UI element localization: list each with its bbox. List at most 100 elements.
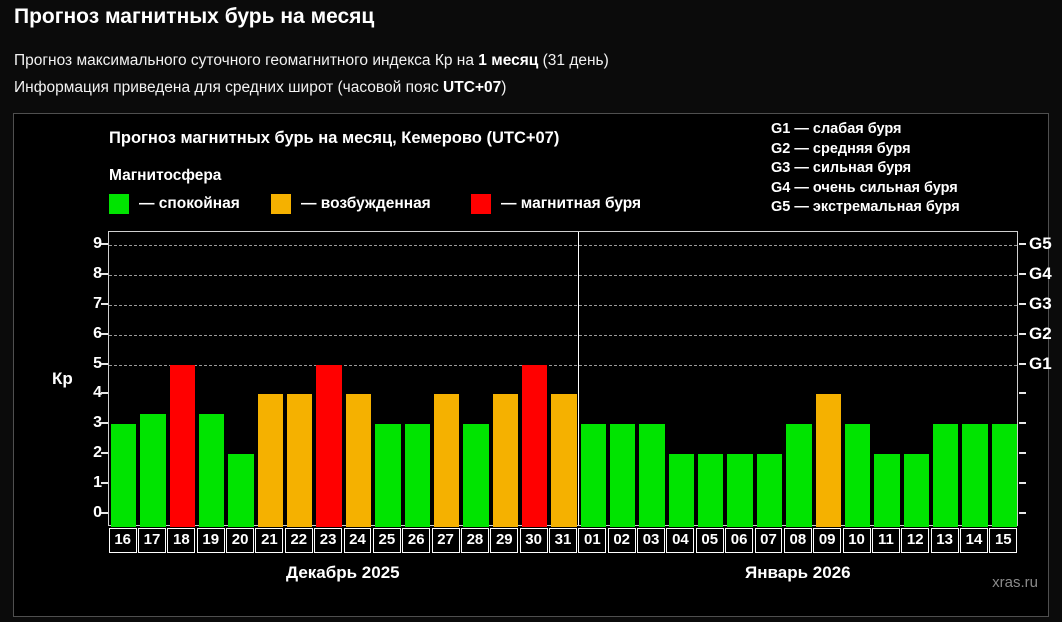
day-cell-11: 11 xyxy=(871,528,900,553)
legend-label-excited: — возбужденная xyxy=(301,195,431,212)
legend-item-quiet: — спокойная xyxy=(109,194,240,214)
day-cell-31: 31 xyxy=(549,528,577,553)
kp-bar-day-30 xyxy=(521,364,548,527)
kp-bar-day-03 xyxy=(639,424,665,527)
right-tick-mark-4 xyxy=(1019,392,1026,395)
kp-bar-day-15 xyxy=(991,424,1017,527)
day-cell-20: 20 xyxy=(226,528,255,553)
y-tick-mark-4 xyxy=(101,392,108,395)
day-cell-26: 26 xyxy=(402,528,431,553)
day-cell-24: 24 xyxy=(343,528,372,553)
day-cell-02: 02 xyxy=(607,528,636,553)
kp-bar-day-05 xyxy=(698,453,724,527)
day-cell-27: 27 xyxy=(431,528,460,553)
y-tick-mark-9 xyxy=(101,243,108,246)
day-cell-08: 08 xyxy=(783,528,812,553)
kp-bar-day-04 xyxy=(668,453,695,527)
day-cell-18: 18 xyxy=(167,528,196,553)
day-cell-21: 21 xyxy=(255,528,284,553)
kp-bar-day-20 xyxy=(228,453,254,527)
y-tick-label-7: 7 xyxy=(93,295,102,312)
day-cell-25: 25 xyxy=(372,528,401,553)
right-tick-mark-0 xyxy=(1019,511,1026,514)
y-tick-mark-1 xyxy=(101,481,108,484)
chart-title: Прогноз магнитных бурь на месяц, Кемеров… xyxy=(109,129,560,147)
legend-label-storm: — магнитная буря xyxy=(501,195,642,212)
y-tick-label-4: 4 xyxy=(93,384,102,402)
grid-line-kp-7 xyxy=(109,305,1017,306)
subtitle2-bold: UTC+07 xyxy=(443,79,502,96)
day-cell-23: 23 xyxy=(314,528,343,553)
day-cell-06: 06 xyxy=(725,528,754,553)
kp-bar-day-29 xyxy=(492,394,518,527)
day-cell-12: 12 xyxy=(901,528,930,553)
y-tick-mark-6 xyxy=(101,332,108,335)
subtitle1-suffix: (31 день) xyxy=(538,52,609,69)
plot-area xyxy=(108,231,1018,527)
kp-bar-day-21 xyxy=(257,394,284,527)
forecast-chart: Прогноз магнитных бурь на месяц, Кемеров… xyxy=(13,113,1052,617)
y-tick-label-2: 2 xyxy=(93,443,102,461)
right-tick-mark-6 xyxy=(1019,332,1026,335)
kp-bar-day-22 xyxy=(287,394,313,527)
day-cell-10: 10 xyxy=(842,528,871,553)
g-axis-label-g4: G4 xyxy=(1029,264,1052,284)
g-axis-label-g2: G2 xyxy=(1029,323,1052,343)
g-legend-line-3: G3 — сильная буря xyxy=(771,160,912,177)
y-tick-label-9: 9 xyxy=(93,235,102,253)
day-cell-15: 15 xyxy=(989,528,1018,553)
legend-label-quiet: — спокойная xyxy=(139,195,240,212)
y-tick-mark-5 xyxy=(101,362,108,365)
right-tick-mark-3 xyxy=(1019,422,1026,425)
kp-bar-day-06 xyxy=(727,453,753,527)
y-tick-label-3: 3 xyxy=(93,414,102,432)
kp-bar-day-02 xyxy=(610,424,636,527)
kp-bar-day-16 xyxy=(111,424,137,527)
day-cell-28: 28 xyxy=(460,528,489,553)
kp-bar-day-19 xyxy=(199,414,225,527)
day-cell-16: 16 xyxy=(108,528,137,553)
kp-bar-day-26 xyxy=(404,424,430,527)
storm-scale-legend: G1 — слабая буря G2 — средняя буря G3 — си… xyxy=(771,120,960,218)
month-label-december: Декабрь 2025 xyxy=(286,563,400,582)
kp-bar-day-11 xyxy=(874,453,900,527)
g-legend-line-2: G2 — средняя буря xyxy=(771,140,911,157)
g-axis-label-g5: G5 xyxy=(1029,234,1052,254)
right-tick-mark-2 xyxy=(1019,451,1026,454)
month-label-january: Январь 2026 xyxy=(745,563,851,582)
kp-bar-day-09 xyxy=(815,394,841,527)
y-axis-title: Кр xyxy=(52,368,73,388)
kp-bar-day-14 xyxy=(962,424,988,527)
day-cell-17: 17 xyxy=(138,528,166,553)
watermark: xras.ru xyxy=(992,574,1038,591)
day-cell-14: 14 xyxy=(959,528,988,553)
day-cell-01: 01 xyxy=(578,528,607,553)
kp-bar-day-23 xyxy=(316,364,342,527)
y-tick-label-1: 1 xyxy=(93,473,102,491)
page-title: Прогноз магнитных бурь на месяц xyxy=(14,5,375,28)
page-subtitle-timezone: Информация приведена для средних широт (… xyxy=(14,79,506,97)
legend-item-storm: — магнитная буря xyxy=(471,194,641,214)
day-cell-07: 07 xyxy=(754,528,783,553)
kp-bar-day-07 xyxy=(756,453,783,527)
day-cell-04: 04 xyxy=(666,528,695,553)
g-axis-label-g1: G1 xyxy=(1029,353,1052,373)
day-cell-30: 30 xyxy=(519,528,548,553)
subtitle1-bold: 1 месяц xyxy=(478,52,539,69)
kp-bar-day-17 xyxy=(140,414,166,527)
month-separator-line xyxy=(577,232,580,525)
subtitle1-text: Прогноз максимального суточного геомагни… xyxy=(14,52,479,69)
right-tick-mark-7 xyxy=(1019,303,1026,305)
day-cell-19: 19 xyxy=(196,528,225,553)
y-tick-label-6: 6 xyxy=(93,324,102,342)
day-cell-13: 13 xyxy=(930,528,959,553)
subtitle2-text: Информация приведена для средних широт (… xyxy=(14,79,444,96)
page-subtitle-forecast: Прогноз максимального суточного геомагни… xyxy=(14,52,609,70)
day-cell-29: 29 xyxy=(490,528,519,553)
grid-line-kp-6 xyxy=(109,334,1017,336)
y-tick-label-8: 8 xyxy=(93,265,102,283)
grid-line-kp-8 xyxy=(109,275,1017,277)
day-cell-09: 09 xyxy=(813,528,842,553)
right-tick-mark-8 xyxy=(1019,273,1026,276)
legend-swatch-quiet xyxy=(109,194,129,214)
